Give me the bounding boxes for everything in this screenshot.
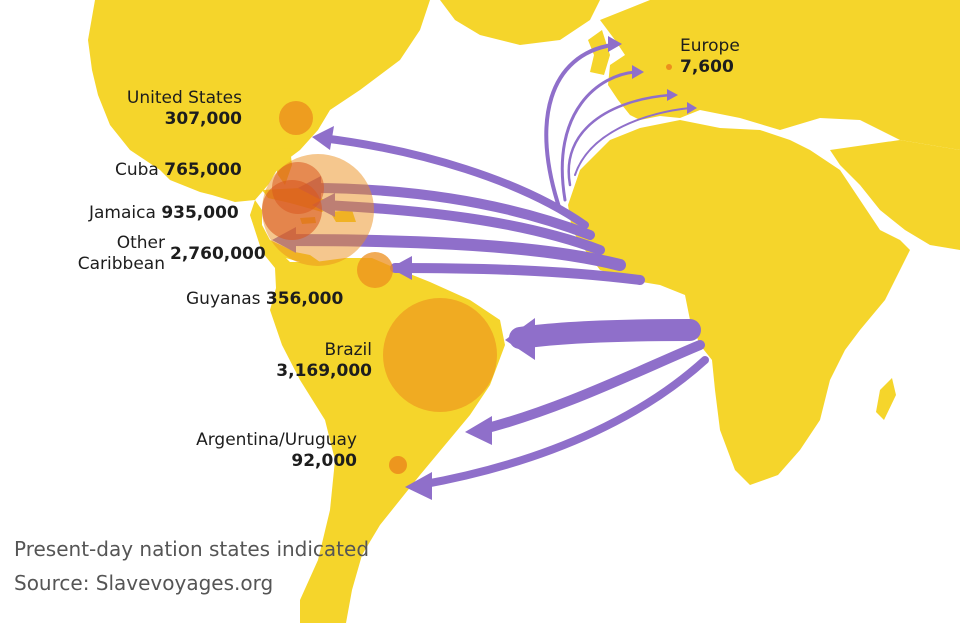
arrowhead-europe-3 — [667, 89, 678, 101]
bubble-united-states — [279, 101, 313, 135]
label-argentina-uruguay-name: Argentina/Uruguay — [196, 430, 357, 450]
arrow-to-brazil — [509, 319, 701, 349]
north-america-landmass — [88, 0, 430, 262]
label-guyanas-value: 356,000 — [265, 289, 344, 309]
label-cuba: Cuba 765,000 — [115, 160, 242, 181]
label-other-caribbean-name: Other Caribbean — [77, 233, 165, 274]
source-text: Source: Slavevoyages.org — [14, 571, 274, 595]
arabia-landmass — [830, 140, 960, 250]
arrowhead-argentina — [465, 416, 492, 445]
arrow-to-europe-2 — [560, 70, 637, 202]
label-jamaica: Jamaica 935,000 — [89, 203, 239, 224]
uk-island — [588, 30, 610, 75]
arrow-to-argentina — [475, 340, 705, 435]
label-europe: Europe 7,600 — [680, 36, 740, 78]
bubble-brazil — [383, 298, 497, 412]
note-text: Present-day nation states indicated — [14, 537, 370, 561]
bubble-cuba — [272, 162, 324, 214]
label-jamaica-name: Jamaica — [89, 203, 156, 223]
label-brazil-value: 3,169,000 — [276, 361, 372, 381]
label-united-states-name: United States — [126, 88, 242, 108]
label-europe-name: Europe — [680, 36, 740, 56]
label-united-states-value: 307,000 — [164, 109, 242, 129]
label-guyanas: Guyanas 356,000 — [186, 289, 343, 310]
label-united-states: United States 307,000 — [127, 88, 242, 130]
arrow-to-argentina-south — [416, 356, 709, 489]
arrow-to-europe-4 — [574, 107, 691, 176]
label-argentina-uruguay-value: 92,000 — [291, 451, 357, 471]
arrowhead-europe-1 — [608, 36, 622, 52]
label-brazil-name: Brazil — [324, 340, 372, 360]
label-cuba-value: 765,000 — [164, 160, 242, 180]
arrow-to-guyanas — [390, 263, 645, 285]
label-brazil: Brazil 3,169,000 — [276, 340, 372, 382]
bubble-europe — [666, 64, 672, 70]
bubble-argentina-uruguay — [389, 456, 407, 474]
arrowhead-brazil — [505, 318, 535, 360]
europe-landmass — [600, 0, 960, 150]
arrowhead-guyanas — [390, 256, 412, 280]
arrow-to-europe-3 — [567, 93, 672, 187]
label-jamaica-value: 935,000 — [161, 203, 239, 223]
label-europe-value: 7,600 — [680, 57, 734, 77]
arrowhead-united-states — [312, 126, 334, 150]
africa-landmass — [568, 120, 910, 485]
greenland-landmass — [440, 0, 600, 45]
label-cuba-name: Cuba — [115, 160, 159, 180]
arrowhead-argentina-south — [405, 472, 432, 500]
arrow-to-europe-1 — [544, 43, 614, 212]
bubble-guyanas — [357, 252, 393, 288]
arrowhead-europe-2 — [632, 65, 644, 79]
madagascar-island — [876, 378, 896, 420]
label-other-caribbean-value: 2,760,000 — [170, 244, 266, 264]
arrowhead-europe-4 — [687, 102, 697, 114]
label-argentina-uruguay: Argentina/Uruguay 92,000 — [196, 430, 357, 472]
label-guyanas-name: Guyanas — [186, 289, 261, 309]
volume-bubbles — [262, 64, 672, 474]
